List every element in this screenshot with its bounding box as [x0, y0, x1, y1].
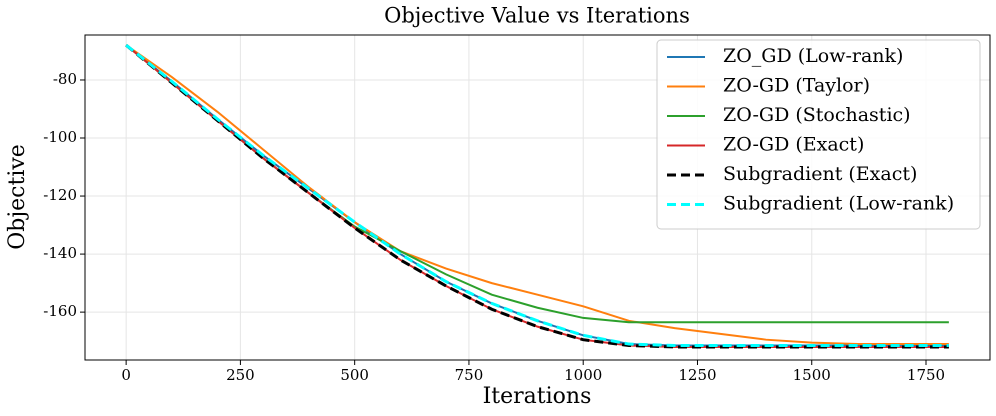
y-axis-label: Objective [5, 144, 30, 250]
y-tick-label: -100 [43, 128, 77, 146]
legend: ZO_GD (Low-rank) ZO-GD (Taylor) ZO-GD (Sto… [656, 39, 981, 230]
legend-label: Subgradient (Exact) [723, 163, 917, 185]
legend-label: ZO_GD (Low-rank) [723, 45, 903, 67]
plot-frame [84, 34, 991, 361]
y-tick-label: -160 [43, 302, 77, 320]
x-tick-label: 1250 [678, 366, 716, 384]
x-tick-label: 0 [121, 366, 131, 384]
legend-box [656, 39, 981, 230]
x-axis-label: Iterations [483, 384, 592, 409]
legend-label: ZO-GD (Stochastic) [723, 104, 911, 126]
legend-label: ZO-GD (Taylor) [723, 75, 870, 97]
legend-label: Subgradient (Low-rank) [723, 193, 954, 215]
x-tick-label: 750 [455, 366, 484, 384]
x-tick-label: 1750 [907, 366, 945, 384]
x-tick-label: 500 [340, 366, 369, 384]
series-line [125, 44, 949, 346]
x-tick-label: 1500 [793, 366, 831, 384]
x-tick-label: 250 [226, 366, 255, 384]
x-tick-label: 1000 [564, 366, 602, 384]
y-tick-label: -120 [43, 186, 77, 204]
chart-title: Objective Value vs Iterations [384, 4, 690, 28]
legend-label: ZO-GD (Exact) [723, 134, 864, 156]
y-tick-label: -80 [53, 70, 77, 88]
y-tick-label: -140 [43, 244, 77, 262]
series-line [125, 43, 949, 347]
